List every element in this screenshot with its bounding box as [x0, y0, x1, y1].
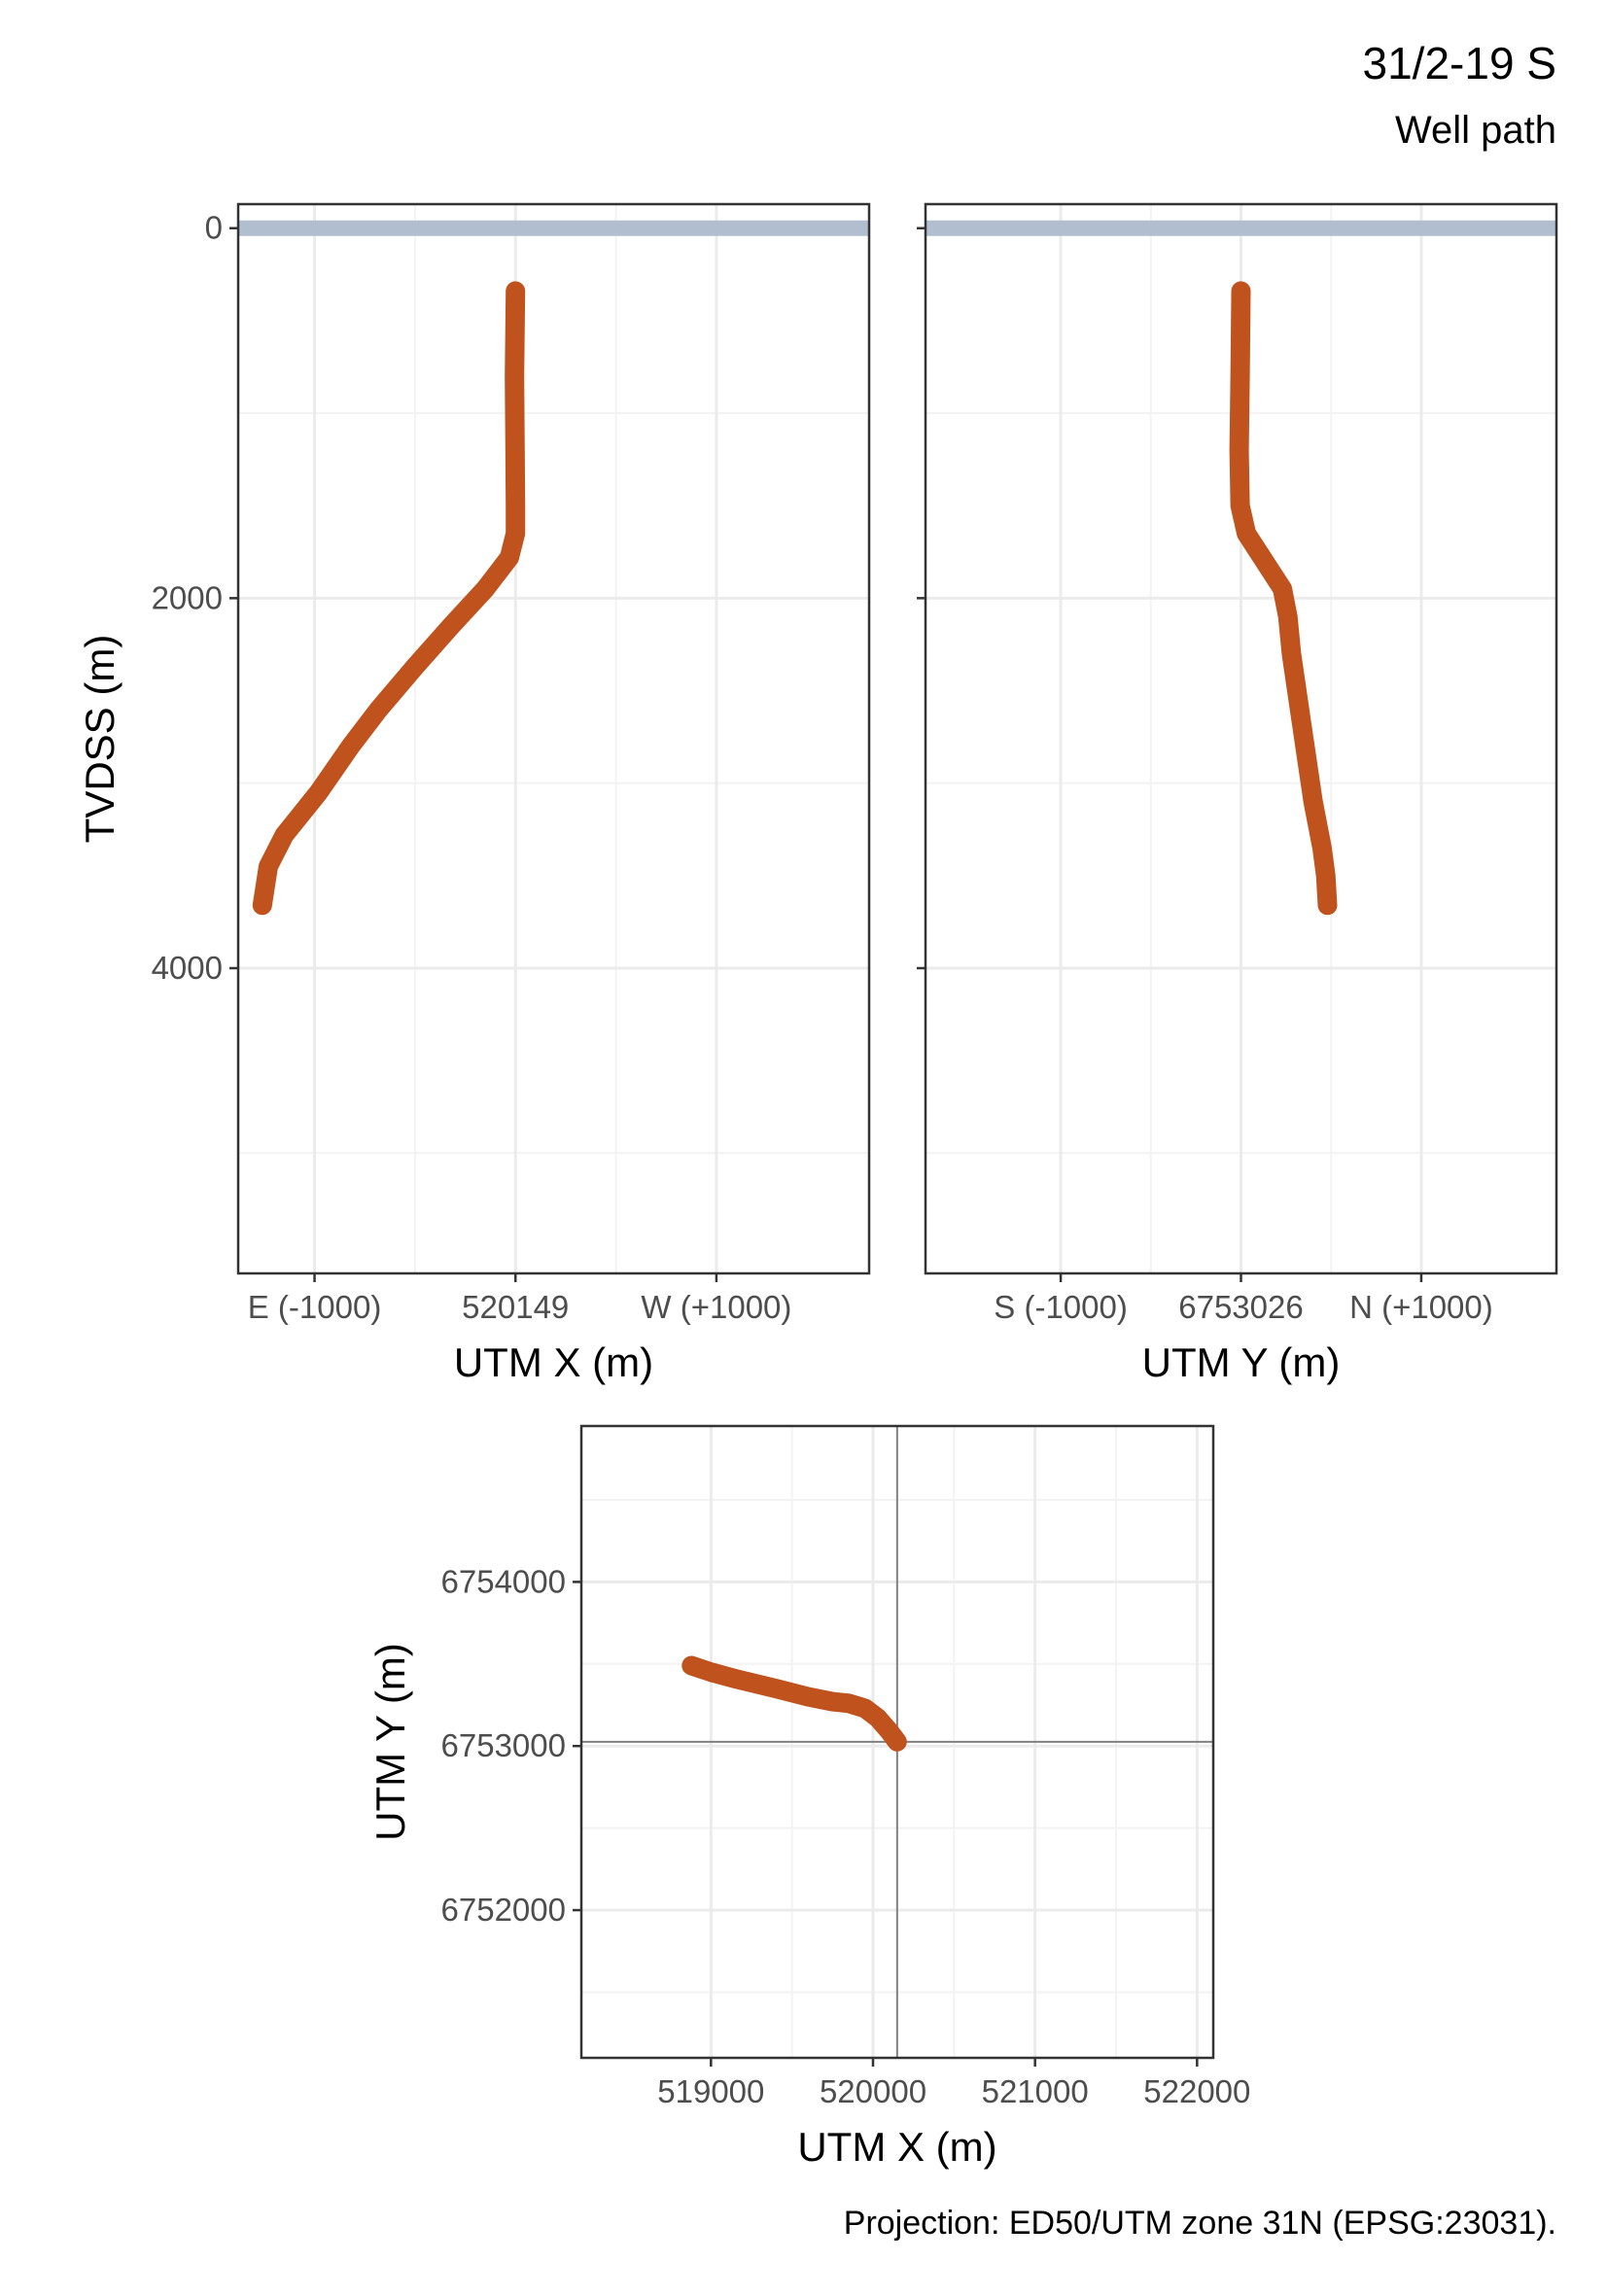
depth-vs-x-y-tick-label: 4000	[152, 950, 223, 986]
depth-vs-y-x-axis-title: UTM Y (m)	[1142, 1339, 1341, 1385]
map-y-axis-title: UTM Y (m)	[367, 1643, 413, 1841]
map-well-path	[681, 1655, 907, 1752]
depth-vs-x-y-axis-title: TVDSS (m)	[77, 635, 122, 844]
projection-caption: Projection: ED50/UTM zone 31N (EPSG:2303…	[843, 2205, 1556, 2242]
depth-vs-x-y-tick-label: 0	[205, 210, 223, 246]
depth-vs-x-panel	[229, 202, 871, 1282]
depth-vs-y-well-path	[1229, 281, 1338, 916]
depth-vs-x-border	[236, 202, 871, 1275]
chart-title: 31/2-19 S	[1362, 38, 1556, 88]
depth-vs-x-background	[238, 204, 869, 1273]
map-panel	[573, 1424, 1215, 2067]
depth-vs-x-well-path	[252, 281, 526, 916]
depth-vs-x-x-tick-label: 520149	[462, 1289, 569, 1325]
map-x-tick-label: 521000	[982, 2073, 1089, 2109]
depth-vs-y-x-tick-label: N (+1000)	[1349, 1289, 1493, 1325]
depth-vs-x-x-tick-label: E (-1000)	[248, 1289, 382, 1325]
map-y-tick-label: 6753000	[441, 1727, 566, 1763]
depth-vs-y-x-tick-label: 6753026	[1178, 1289, 1303, 1325]
depth-vs-x-x-tick-label: W (+1000)	[641, 1289, 791, 1325]
map-x-tick-label: 520000	[820, 2073, 926, 2109]
map-y-tick-label: 6754000	[441, 1563, 566, 1599]
chart-subtitle: Well path	[1394, 109, 1556, 152]
depth-vs-y-panel	[917, 202, 1558, 1282]
map-x-tick-label: 519000	[657, 2073, 764, 2109]
depth-vs-y-x-tick-label: S (-1000)	[994, 1289, 1128, 1325]
map-y-tick-label: 6752000	[441, 1892, 566, 1928]
map-x-axis-title: UTM X (m)	[797, 2124, 996, 2170]
depth-vs-x-x-axis-title: UTM X (m)	[454, 1339, 653, 1385]
map-x-tick-label: 522000	[1143, 2073, 1250, 2109]
map-border	[579, 1424, 1215, 2060]
depth-vs-x-y-tick-label: 2000	[152, 579, 223, 615]
